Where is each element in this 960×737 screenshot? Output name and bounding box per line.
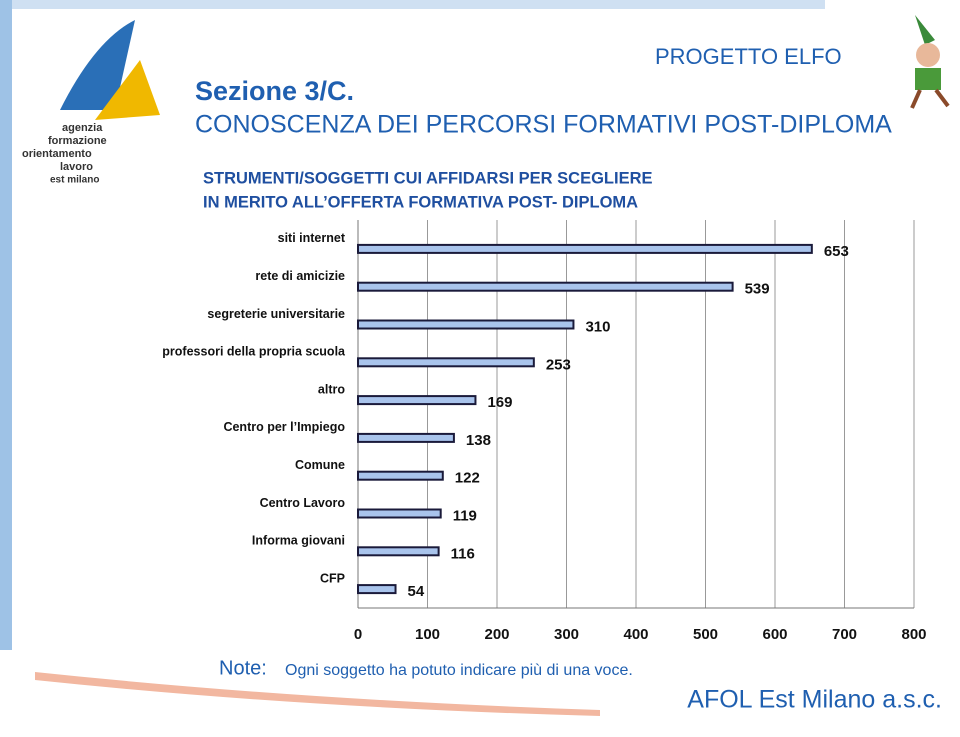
x-tick-label: 200 (484, 626, 509, 643)
y-tick-label: Centro Lavoro (260, 496, 346, 510)
y-tick-label: CFP (320, 571, 345, 585)
footer: AFOL Est Milano a.s.c. (687, 686, 942, 714)
value-label: 653 (824, 243, 849, 260)
section-title: Sezione 3/C. (195, 76, 354, 106)
x-tick-label: 400 (623, 626, 648, 643)
logo-text: agenzia (62, 122, 103, 134)
value-label: 310 (585, 318, 610, 335)
y-tick-label: Informa giovani (252, 534, 345, 548)
logo-text: formazione (48, 135, 107, 147)
value-label: 54 (408, 583, 425, 600)
value-label: 169 (487, 394, 512, 411)
x-tick-label: 300 (554, 626, 579, 643)
note-text: Ogni soggetto ha potuto indicare più di … (285, 662, 633, 679)
y-tick-label: siti internet (278, 231, 346, 245)
bar (357, 584, 397, 595)
bar (357, 508, 442, 519)
elf-icon (910, 15, 950, 109)
logo-shape (60, 20, 135, 110)
bar (357, 319, 575, 330)
y-tick-label: professori della propria scuola (162, 345, 346, 359)
chart-title: STRUMENTI/SOGGETTI CUI AFFIDARSI PER SCE… (203, 169, 653, 187)
chart-title: IN MERITO ALL’OFFERTA FORMATIVA POST- DI… (203, 193, 638, 211)
bar (357, 395, 477, 406)
y-tick-label: Comune (295, 458, 345, 472)
x-tick-label: 0 (354, 626, 362, 643)
project-label: PROGETTO ELFO (655, 44, 842, 69)
note-label: Note: (219, 657, 267, 679)
logo-shape (95, 60, 160, 120)
x-tick-label: 100 (415, 626, 440, 643)
bar (357, 470, 444, 481)
logo: agenzia formazione orientamento lavoro e… (22, 20, 160, 186)
x-tick-label: 500 (693, 626, 718, 643)
bar (357, 243, 813, 254)
plot: 0 100 200 300 400 500 600 700 800 siti internet 65… (162, 220, 927, 643)
value-label: 116 (451, 545, 475, 562)
subtitle: CONOSCENZA DEI PERCORSI FORMATIVI POST-D… (195, 111, 892, 139)
logo-text: orientamento (22, 148, 92, 160)
top-band (0, 0, 825, 9)
value-label: 539 (745, 281, 770, 298)
bar (357, 357, 535, 368)
swoosh (35, 672, 600, 716)
value-label: 138 (466, 432, 491, 449)
y-tick-label: altro (318, 382, 345, 396)
bar (357, 281, 734, 292)
x-tick-label: 700 (832, 626, 857, 643)
y-tick-label: Centro per l’Impiego (223, 420, 345, 434)
logo-text: lavoro (60, 161, 93, 173)
logo-text: est milano (50, 175, 99, 186)
x-tick-label: 600 (762, 626, 787, 643)
bar (357, 432, 455, 443)
bar (357, 546, 440, 557)
x-tick-label: 800 (901, 626, 926, 643)
side-band (0, 0, 12, 650)
value-label: 253 (546, 356, 571, 373)
y-tick-label: segreterie universitarie (207, 307, 345, 321)
value-label: 119 (453, 507, 477, 524)
y-tick-label: rete di amicizie (255, 269, 345, 283)
value-label: 122 (455, 470, 480, 487)
